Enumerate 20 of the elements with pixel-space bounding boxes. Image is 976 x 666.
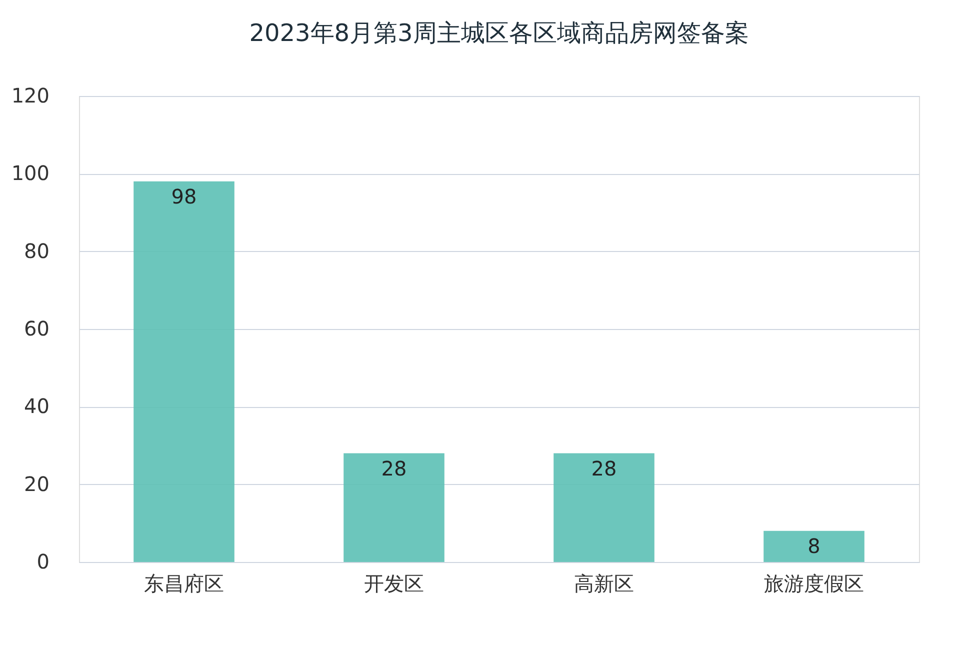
x-tick-label: 开发区 xyxy=(364,572,424,596)
x-tick-label: 高新区 xyxy=(574,572,634,596)
data-label: 8 xyxy=(808,534,820,558)
y-tick-label: 80 xyxy=(24,238,50,263)
x-tick-label: 东昌府区 xyxy=(144,572,224,596)
bar xyxy=(554,453,654,562)
data-label: 98 xyxy=(171,184,197,208)
y-tick-label: 100 xyxy=(11,161,50,186)
bar xyxy=(134,181,234,562)
x-tick-label: 旅游度假区 xyxy=(764,572,864,596)
data-label: 28 xyxy=(591,456,617,480)
chart-title: 2023年8月第3周主城区各区域商品房网签备案 xyxy=(249,19,749,47)
y-tick-label: 0 xyxy=(36,550,50,574)
y-tick-label: 60 xyxy=(24,316,50,340)
bar xyxy=(344,453,444,562)
bar xyxy=(764,530,864,562)
y-tick-label: 120 xyxy=(11,84,50,108)
data-label: 28 xyxy=(381,456,407,480)
y-tick-label: 20 xyxy=(24,472,50,496)
y-tick-label: 40 xyxy=(24,394,50,418)
